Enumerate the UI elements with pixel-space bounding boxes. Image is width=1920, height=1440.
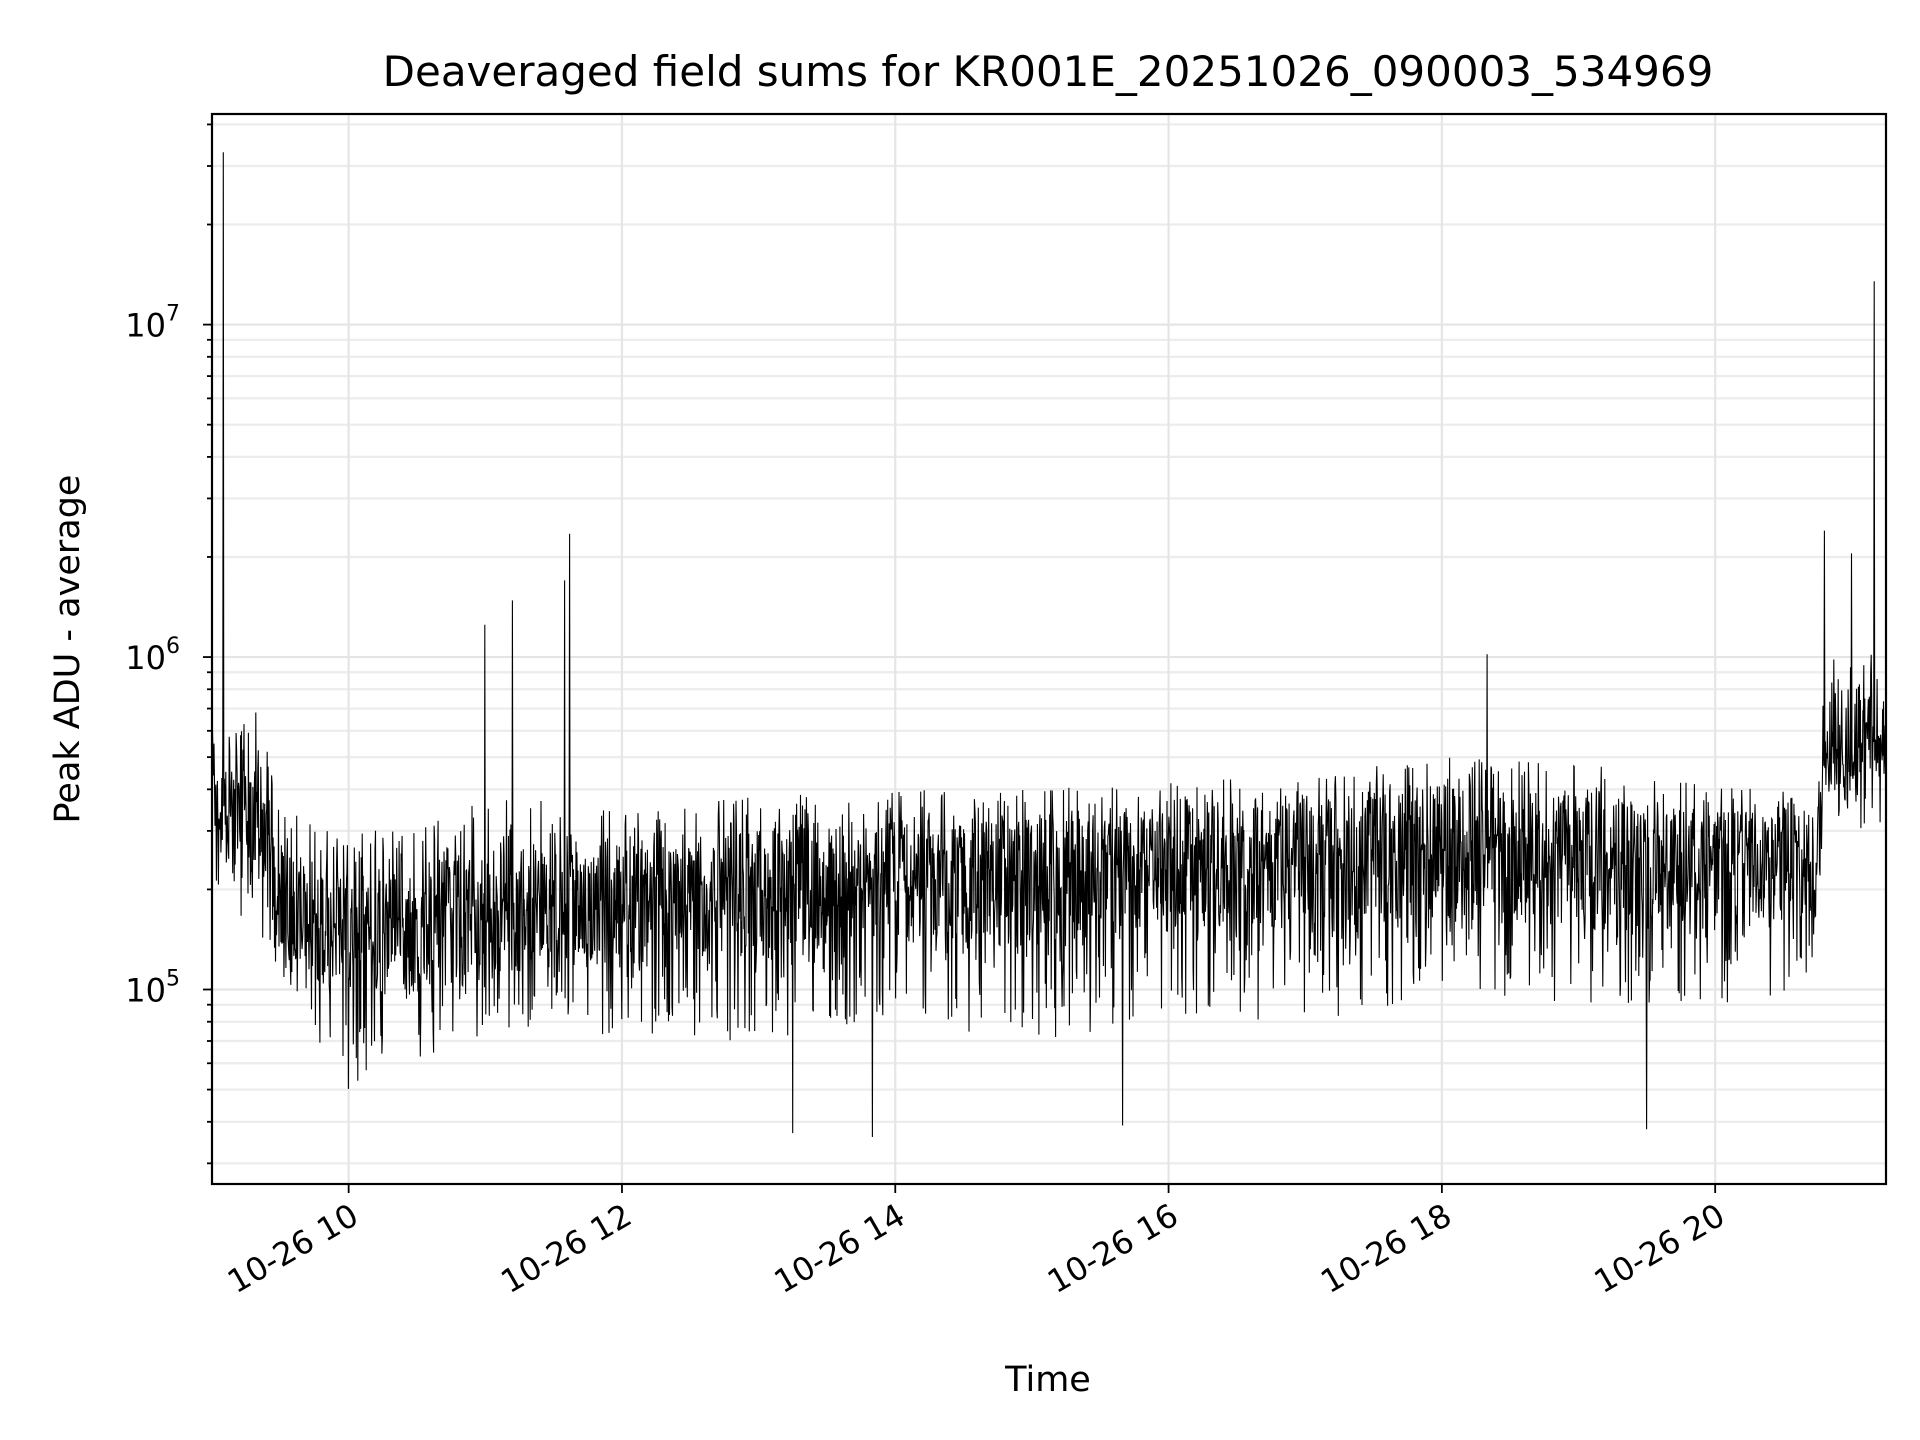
- series-line: [211, 152, 1887, 1138]
- y-tick-labels: 105 106 107: [125, 302, 180, 1010]
- x-tick-labels: 10-26 10 10-26 12 10-26 14 10-26 16 10-26 18…: [221, 1196, 1731, 1301]
- y-axis-label: Peak ADU - average: [48, 475, 88, 824]
- y-tick-label: 106: [125, 634, 180, 677]
- axis-ticks: [203, 123, 1717, 1193]
- x-axis-label: Time: [1004, 1360, 1091, 1400]
- y-tick-label: 105: [125, 967, 180, 1010]
- x-tick-label: 10-26 10: [221, 1196, 365, 1301]
- y-tick-label: 107: [125, 302, 180, 345]
- grid: [212, 114, 1886, 1184]
- chart-title: Deaveraged field sums for KR001E_2025102…: [383, 47, 1714, 96]
- plot-frame: [210, 112, 1888, 1186]
- x-tick-label: 10-26 16: [1041, 1196, 1185, 1301]
- x-tick-label: 10-26 18: [1314, 1196, 1458, 1301]
- series-layer: [211, 152, 1887, 1138]
- x-tick-label: 10-26 20: [1588, 1196, 1732, 1301]
- x-tick-label: 10-26 14: [768, 1196, 912, 1301]
- x-tick-label: 10-26 12: [494, 1196, 638, 1301]
